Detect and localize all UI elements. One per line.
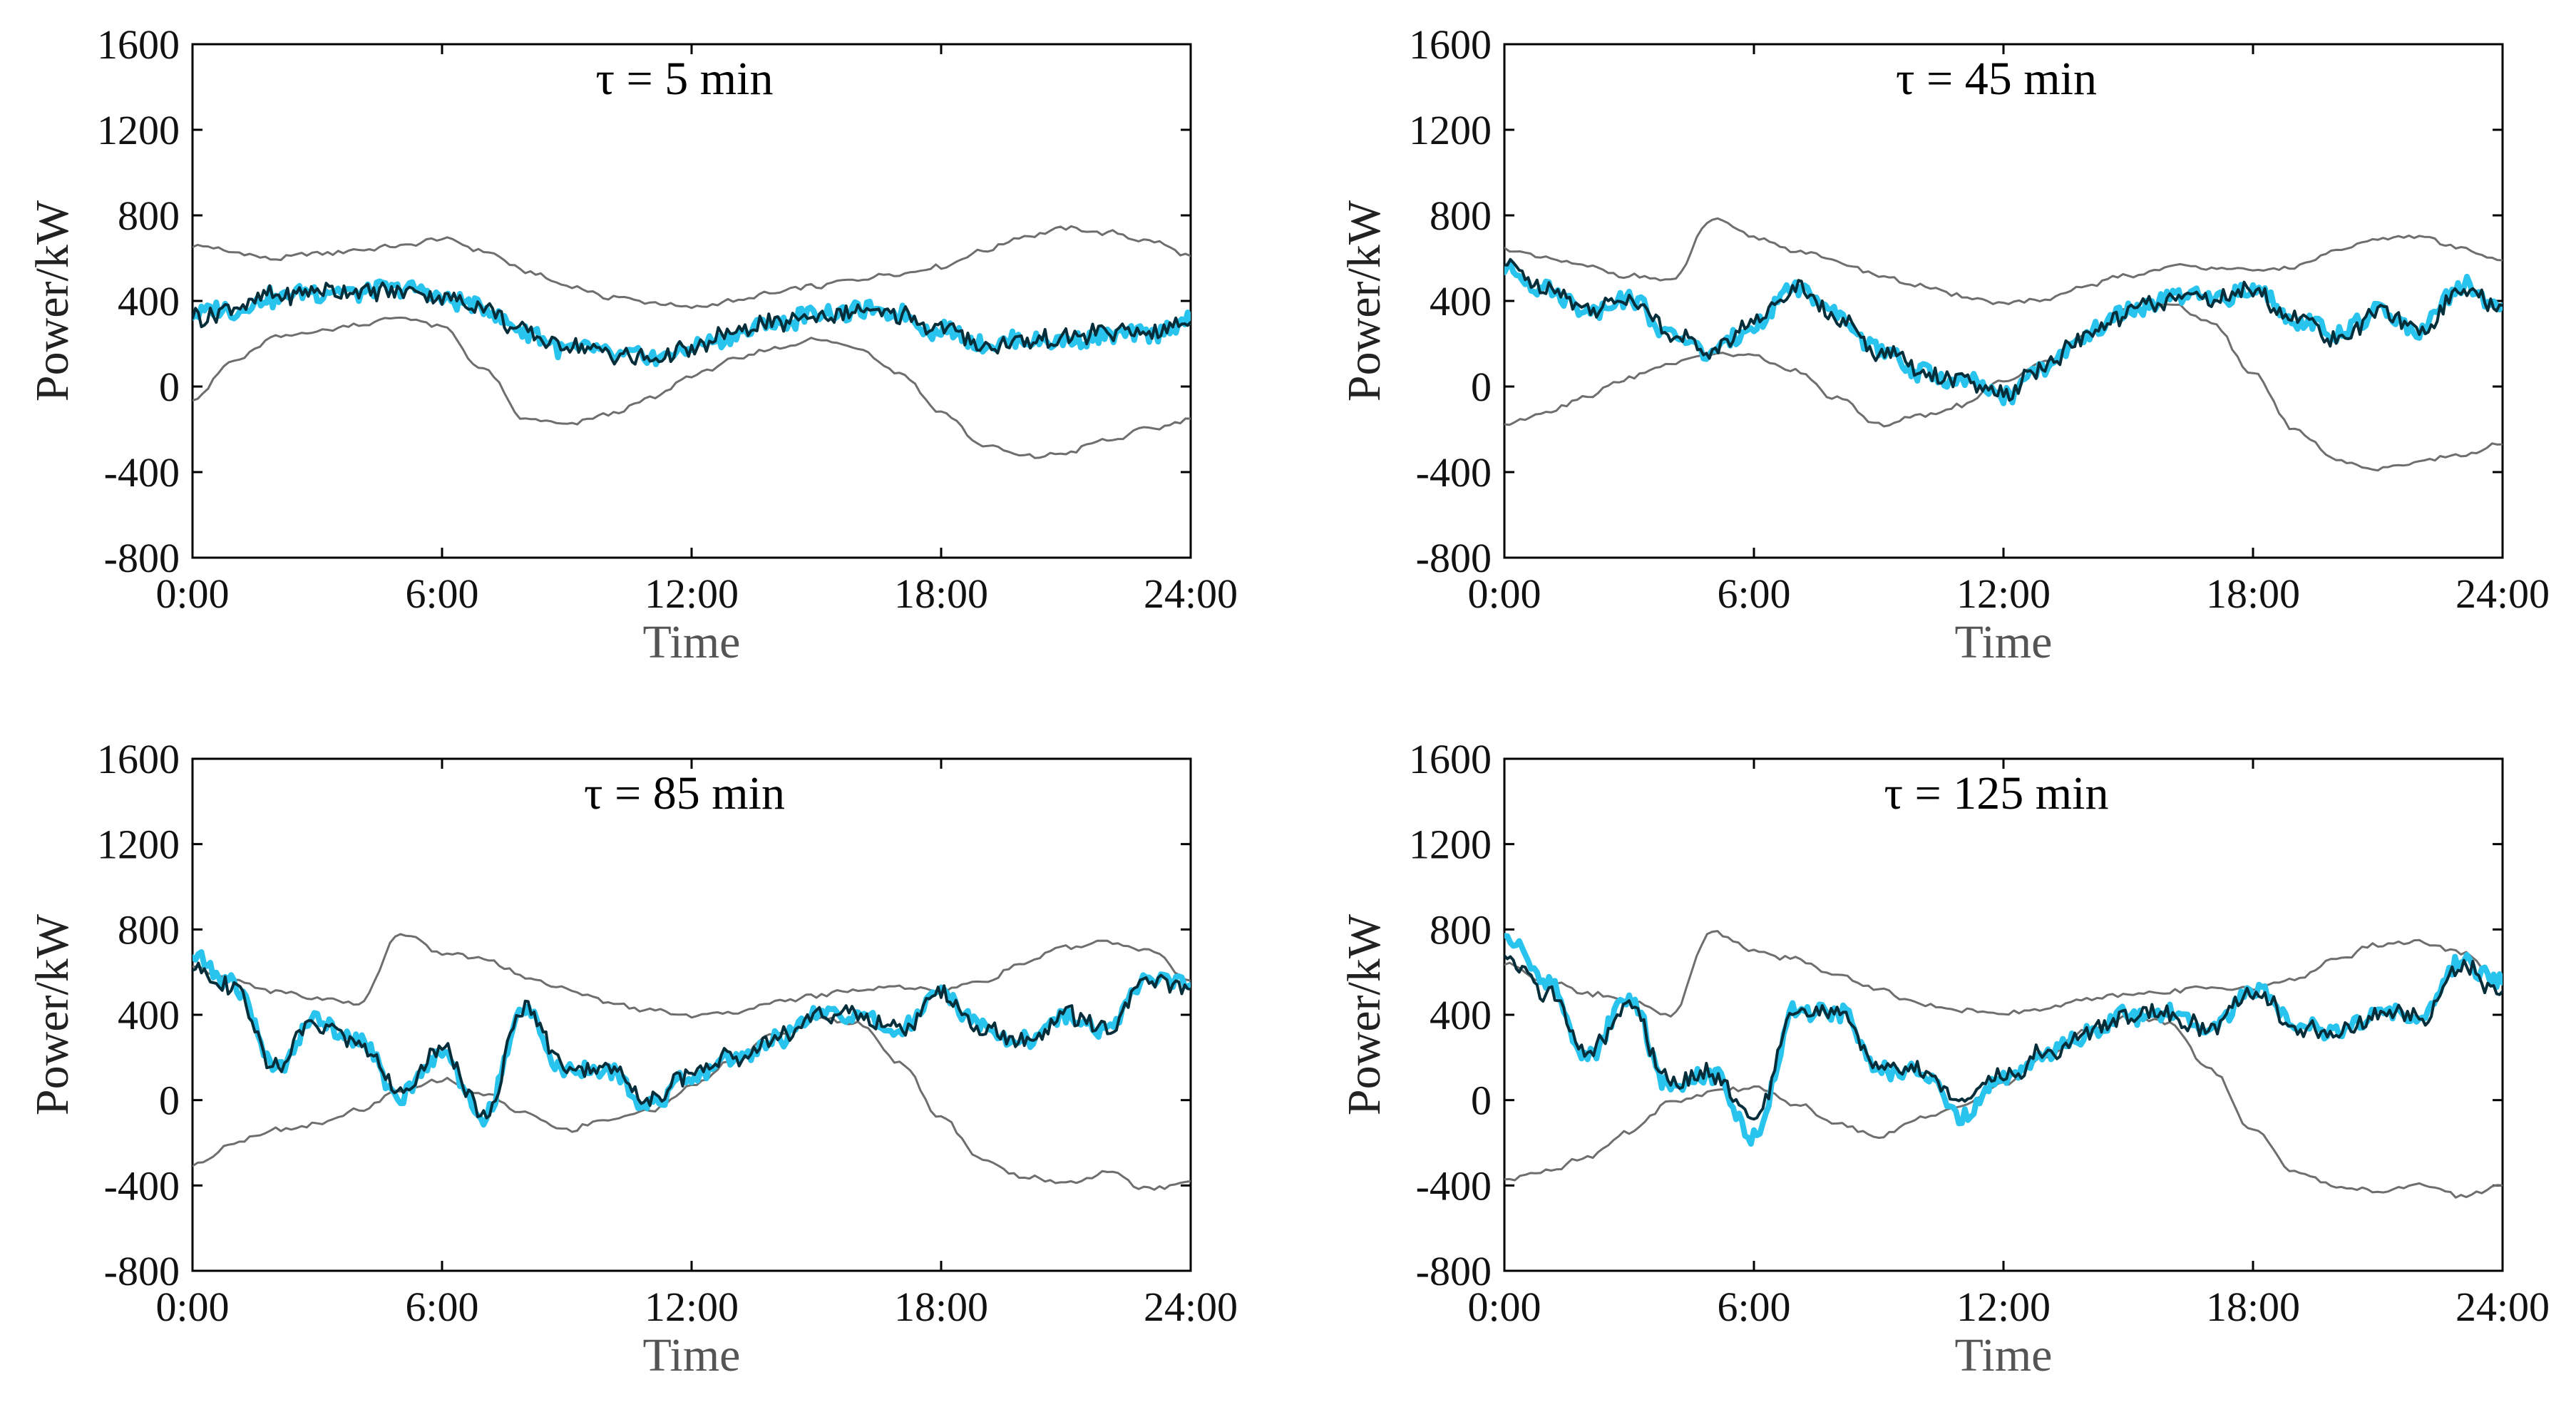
y-tick-label: 400: [118, 278, 180, 324]
x-tick-label: 18:00: [2206, 1284, 2300, 1330]
y-axis-label: Power/kW: [1338, 200, 1390, 401]
x-tick-label: 6:00: [1717, 1284, 1790, 1330]
x-axis-label: Time: [643, 1329, 741, 1381]
series-line-actual: [1504, 257, 2503, 402]
axes-frame: [191, 43, 1192, 559]
x-tick-label: 12:00: [1956, 571, 2051, 617]
y-tick-label: 800: [1430, 193, 1492, 239]
series-line-lower-bound: [193, 316, 1191, 459]
x-axis-label: Time: [643, 616, 741, 668]
series-line-upper-bound: [193, 225, 1191, 310]
x-tick-label: 12:00: [645, 571, 739, 617]
series-line-lower-bound: [1504, 302, 2503, 472]
x-tick-label: 12:00: [1956, 1284, 2051, 1330]
y-tick-label: 800: [118, 193, 180, 239]
y-tick-label: -400: [1416, 1162, 1492, 1209]
x-tick-label: 6:00: [405, 571, 478, 617]
series-line-lower-bound: [1504, 1015, 2503, 1199]
y-tick-label: -400: [104, 449, 180, 496]
y-tick-label: 1200: [1409, 107, 1492, 153]
y-tick-label: 800: [1430, 906, 1492, 953]
x-tick-label: 18:00: [2206, 571, 2300, 617]
plot-area: [1504, 930, 2503, 1199]
y-axis-label: Power/kW: [26, 200, 78, 401]
x-tick-label: 18:00: [894, 571, 988, 617]
y-tick-label: 1600: [97, 21, 180, 68]
x-axis-label: Time: [1955, 616, 2053, 668]
chart-title: τ = 5 min: [596, 53, 774, 105]
y-axis-label: Power/kW: [1338, 914, 1390, 1115]
plot-area: [1504, 217, 2503, 472]
y-tick-label: 1200: [97, 822, 180, 868]
y-tick-label: 1600: [97, 736, 180, 782]
x-tick-label: 0:00: [155, 1284, 229, 1330]
y-tick-label: 0: [159, 364, 180, 410]
y-axis-label: Power/kW: [26, 914, 78, 1115]
x-tick-label: 24:00: [1144, 571, 1238, 617]
x-tick-label: 0:00: [1467, 1284, 1541, 1330]
y-tick-label: -800: [1416, 535, 1492, 581]
y-tick-label: 0: [1471, 1078, 1492, 1124]
series-line-actual: [193, 961, 1191, 1120]
x-tick-label: 6:00: [1717, 571, 1790, 617]
y-tick-label: -400: [1416, 449, 1492, 496]
y-tick-label: 1600: [1409, 736, 1492, 782]
y-tick-label: 800: [118, 906, 180, 953]
y-tick-label: -800: [104, 1248, 180, 1294]
y-tick-label: 400: [1430, 278, 1492, 324]
y-tick-label: -800: [1416, 1248, 1492, 1294]
y-tick-label: -800: [104, 535, 180, 581]
chart-title: τ = 85 min: [584, 767, 785, 819]
y-tick-label: 1200: [97, 107, 180, 153]
series-line-actual: [1504, 954, 2503, 1121]
plot-area: [193, 225, 1191, 459]
series-line-actual: [193, 281, 1191, 366]
axes-frame: [191, 757, 1192, 1272]
series-line-predicted: [193, 949, 1191, 1128]
x-tick-label: 6:00: [405, 1284, 478, 1330]
x-tick-label: 0:00: [155, 571, 229, 617]
series-line-upper-bound: [1504, 217, 2503, 305]
series-line-upper-bound: [1504, 930, 2503, 1018]
series-line-lower-bound: [193, 1016, 1191, 1191]
x-tick-label: 24:00: [2456, 571, 2550, 617]
x-tick-label: 12:00: [645, 1284, 739, 1330]
y-tick-label: -400: [104, 1162, 180, 1209]
x-tick-label: 18:00: [894, 1284, 988, 1330]
y-tick-label: 0: [1471, 364, 1492, 410]
chart-title: τ = 45 min: [1896, 53, 2097, 105]
y-tick-label: 1600: [1409, 21, 1492, 68]
y-tick-label: 400: [1430, 992, 1492, 1038]
x-tick-label: 24:00: [1144, 1284, 1238, 1330]
axes-frame: [1503, 43, 2504, 559]
y-tick-label: 400: [118, 992, 180, 1038]
series-line-upper-bound: [193, 933, 1191, 1019]
y-tick-label: 1200: [1409, 822, 1492, 868]
x-tick-label: 24:00: [2456, 1284, 2550, 1330]
series-line-predicted: [1504, 933, 2503, 1147]
plot-area: [193, 933, 1191, 1191]
x-axis-label: Time: [1955, 1329, 2053, 1381]
x-tick-label: 0:00: [1467, 571, 1541, 617]
chart-title: τ = 125 min: [1884, 767, 2109, 819]
y-tick-label: 0: [159, 1078, 180, 1124]
